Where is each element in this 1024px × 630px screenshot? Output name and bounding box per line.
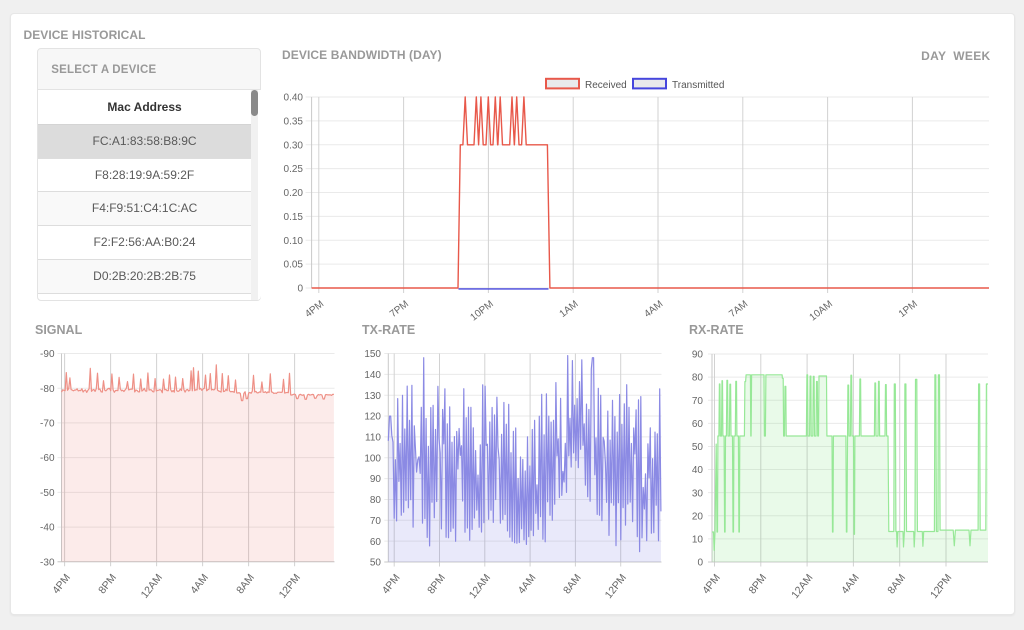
svg-text:Transmitted: Transmitted (672, 80, 724, 91)
svg-text:50: 50 (692, 442, 704, 453)
svg-text:-50: -50 (40, 488, 55, 499)
svg-text:0.15: 0.15 (284, 212, 304, 223)
svg-text:30: 30 (692, 488, 704, 499)
svg-text:70: 70 (370, 516, 382, 527)
svg-text:12PM: 12PM (277, 572, 303, 601)
svg-text:4AM: 4AM (516, 572, 539, 596)
svg-text:0: 0 (697, 558, 703, 569)
svg-text:10: 10 (692, 535, 704, 546)
svg-text:-80: -80 (40, 384, 55, 395)
svg-text:4AM: 4AM (188, 572, 211, 596)
svg-text:140: 140 (364, 370, 381, 381)
svg-text:0.25: 0.25 (284, 164, 304, 175)
svg-text:8PM: 8PM (746, 572, 769, 596)
svg-text:0.40: 0.40 (284, 93, 304, 104)
svg-text:130: 130 (364, 391, 381, 402)
svg-text:0.20: 0.20 (284, 188, 304, 199)
svg-text:-90: -90 (40, 349, 55, 360)
svg-text:80: 80 (692, 373, 704, 384)
svg-text:12PM: 12PM (603, 572, 629, 601)
svg-text:-40: -40 (40, 523, 55, 534)
svg-text:0.30: 0.30 (284, 140, 304, 151)
svg-text:12AM: 12AM (139, 572, 165, 601)
svg-text:8AM: 8AM (561, 572, 584, 596)
svg-text:0.35: 0.35 (284, 117, 304, 128)
svg-text:0: 0 (297, 284, 303, 295)
svg-text:8AM: 8AM (234, 572, 257, 596)
svg-text:12AM: 12AM (789, 572, 815, 601)
svg-text:0.10: 0.10 (284, 236, 304, 247)
svg-text:7PM: 7PM (388, 299, 411, 320)
svg-text:-30: -30 (40, 557, 55, 568)
svg-text:40: 40 (692, 465, 704, 476)
svg-text:90: 90 (370, 474, 382, 485)
svg-text:1PM: 1PM (897, 299, 920, 320)
svg-text:120: 120 (364, 412, 381, 423)
svg-text:80: 80 (370, 495, 382, 506)
svg-text:100: 100 (364, 453, 381, 464)
svg-text:0.05: 0.05 (284, 260, 304, 271)
svg-text:7AM: 7AM (727, 299, 750, 320)
svg-text:8PM: 8PM (425, 572, 448, 596)
svg-text:4AM: 4AM (839, 572, 862, 596)
svg-text:-60: -60 (40, 453, 55, 464)
svg-text:60: 60 (370, 537, 382, 548)
svg-text:8AM: 8AM (885, 572, 908, 596)
svg-text:4PM: 4PM (50, 572, 73, 596)
svg-text:4PM: 4PM (700, 572, 723, 596)
svg-text:20: 20 (692, 511, 704, 522)
svg-text:12AM: 12AM (467, 572, 493, 601)
svg-text:60: 60 (692, 419, 704, 430)
svg-text:70: 70 (692, 396, 704, 407)
svg-text:90: 90 (692, 350, 704, 361)
svg-text:10PM: 10PM (468, 299, 495, 324)
svg-text:Received: Received (585, 80, 627, 91)
svg-text:50: 50 (370, 558, 382, 569)
svg-text:-70: -70 (40, 419, 55, 430)
svg-text:10AM: 10AM (808, 299, 835, 324)
svg-text:4PM: 4PM (380, 572, 403, 596)
svg-text:8PM: 8PM (96, 572, 119, 596)
svg-text:1AM: 1AM (558, 299, 581, 320)
svg-text:4AM: 4AM (642, 299, 665, 320)
svg-text:150: 150 (364, 349, 381, 360)
svg-text:110: 110 (365, 433, 381, 444)
svg-text:12PM: 12PM (928, 572, 954, 601)
svg-text:4PM: 4PM (303, 299, 326, 320)
